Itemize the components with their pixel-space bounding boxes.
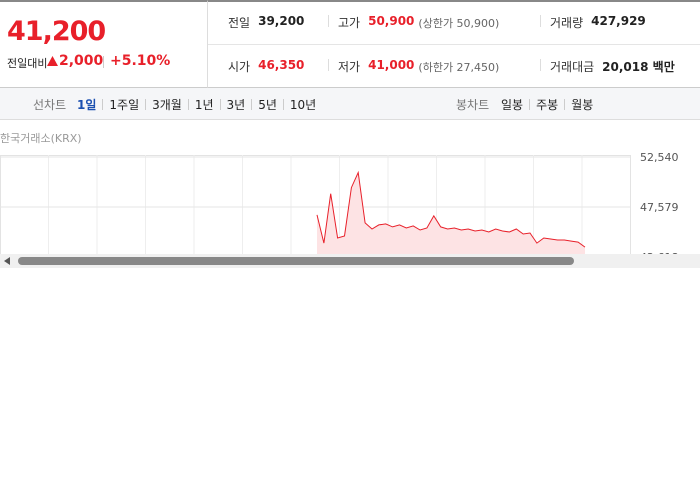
y-tick-label: 42,618: [640, 251, 679, 254]
price-box: [0, 0, 208, 88]
summary-note: (상한가 50,900): [418, 17, 500, 30]
summary-box: [208, 0, 700, 88]
price: 41,200: [7, 16, 106, 47]
chart: 42,618 47,579 52,540: [0, 151, 679, 254]
price-line: [316, 170, 586, 248]
up-arrow: [47, 56, 58, 66]
tab-bar: [0, 88, 700, 120]
period-tab[interactable]: 3년: [226, 98, 246, 112]
col-divider: [540, 15, 541, 27]
row-divider: [208, 44, 700, 45]
period-tab[interactable]: 5년: [258, 98, 277, 112]
period-tab[interactable]: 1주일: [109, 98, 140, 112]
summary-label: 거래대금: [550, 60, 595, 74]
tab-divider: [251, 99, 253, 110]
line-tab-label: 선차트: [33, 98, 67, 112]
divider: [103, 56, 104, 68]
summary-note: (하한가 27,450): [418, 61, 500, 74]
summary-label: 고가: [338, 16, 361, 30]
col-divider: [540, 59, 541, 71]
col-divider: [328, 59, 329, 71]
y-tick-label: 52,540: [640, 151, 679, 164]
tab-divider: [529, 99, 531, 110]
candle-tab-label: 봉차트: [456, 98, 490, 112]
area: [317, 172, 585, 254]
tab-divider: [187, 99, 189, 110]
summary-value: 41,000: [368, 58, 415, 72]
source: 한국거래소(KRX): [0, 132, 82, 145]
tab-divider: [282, 99, 284, 110]
tab-divider: [564, 99, 566, 110]
period-tab[interactable]: 10년: [289, 98, 317, 112]
summary-value: 39,200: [258, 14, 305, 28]
summary-label: 거래량: [550, 16, 584, 30]
scroll-left[interactable]: [4, 257, 10, 265]
plot-border: [0, 155, 631, 254]
tab-divider: [219, 99, 221, 110]
period-tab[interactable]: 3개월: [152, 98, 182, 112]
tab-divider: [102, 99, 104, 110]
period-tab[interactable]: 1년: [194, 98, 214, 112]
scroll-thumb[interactable]: [18, 257, 574, 265]
summary-value: 46,350: [258, 58, 305, 72]
summary-label: 전일: [228, 16, 251, 30]
summary-value: 20,018 백만: [602, 60, 675, 74]
change-rate: +5.10%: [110, 53, 171, 69]
summary-value: 50,900: [368, 14, 415, 28]
tab-divider: [145, 99, 147, 110]
summary-value: 427,929: [591, 14, 646, 28]
summary-label: 저가: [338, 60, 361, 74]
change: 2,000: [59, 53, 104, 69]
candle-tab[interactable]: 일봉: [501, 98, 524, 112]
change-label: 전일대비: [7, 57, 48, 70]
col-divider: [328, 15, 329, 27]
candle-tab[interactable]: 월봉: [571, 98, 594, 112]
y-tick-label: 47,579: [640, 201, 679, 214]
period-tab[interactable]: 1일: [77, 98, 97, 112]
candle-tab[interactable]: 주봉: [536, 98, 559, 112]
summary-label: 시가: [228, 60, 251, 74]
